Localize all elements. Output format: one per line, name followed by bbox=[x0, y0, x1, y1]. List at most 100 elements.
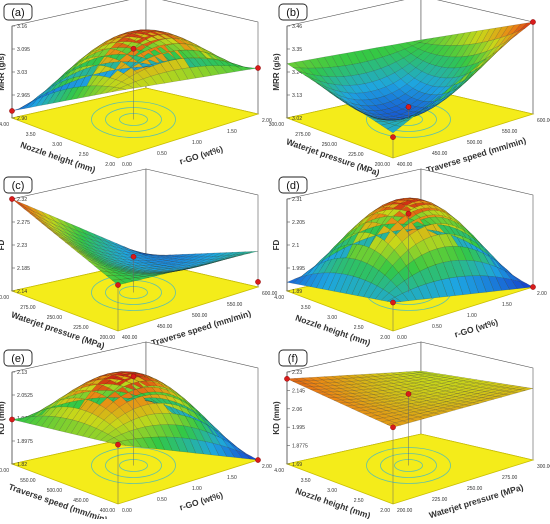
z-tick-label: 1.8975 bbox=[17, 439, 33, 445]
design-point bbox=[115, 282, 120, 287]
y-tick-label: 1.00 bbox=[192, 486, 202, 492]
y-tick-label: 1.50 bbox=[227, 475, 237, 481]
panel-label-text: (e) bbox=[11, 353, 24, 365]
y-tick-label: 275.00 bbox=[502, 475, 518, 481]
z-tick-label: 3.095 bbox=[17, 47, 30, 53]
z-tick-label: 3.03 bbox=[17, 70, 27, 76]
y-tick-label: 550.00 bbox=[502, 129, 518, 135]
x-tick-label: 3.50 bbox=[301, 305, 311, 311]
panel-f: 1.691.87751.9952.062.1452.234.003.503.00… bbox=[272, 342, 550, 519]
y-tick-label: 225.00 bbox=[432, 497, 448, 503]
panel-label: (c) bbox=[4, 177, 32, 193]
x-tick-label: 600.00 bbox=[0, 468, 9, 474]
y-tick-label: 0.00 bbox=[122, 508, 132, 514]
design-point bbox=[255, 457, 260, 462]
x-tick-label: 550.00 bbox=[20, 478, 36, 484]
panel-label: (b) bbox=[279, 4, 307, 20]
y-axis-title: r-GO (wt%) bbox=[178, 490, 224, 513]
x-tick-label: 2.00 bbox=[380, 335, 390, 341]
panel-a: 2.90 2.965 3.03 3.095 3.16 4.00 3.50 3.00 2.50 2.… bbox=[0, 0, 272, 175]
z-tick-label: 2.23 bbox=[17, 243, 27, 249]
design-point bbox=[284, 376, 289, 381]
y-tick-label: 200.00 bbox=[397, 508, 413, 514]
design-point bbox=[390, 425, 395, 430]
x-tick-label: 4.00 bbox=[274, 295, 284, 301]
x-tick-label: 2.50 bbox=[354, 325, 364, 331]
z-tick-label: 1.89 bbox=[292, 289, 302, 295]
z-axis-title: FD bbox=[0, 239, 6, 250]
y-tick-label: 400.00 bbox=[397, 162, 413, 168]
y-tick-label: 1.50 bbox=[502, 302, 512, 308]
z-tick-label: 3.02 bbox=[292, 116, 302, 122]
x-tick-label: 3.50 bbox=[26, 132, 36, 138]
z-tick-label: 3.13 bbox=[292, 93, 302, 99]
x-tick-label: 2.50 bbox=[79, 152, 89, 158]
design-point bbox=[131, 254, 136, 259]
panel-d: 1.891.9952.12.2052.314.003.503.002.502.0… bbox=[272, 169, 547, 348]
z-axis-title: MRR (g/s) bbox=[272, 53, 281, 91]
design-point bbox=[9, 196, 14, 201]
y-axis-title: r-GO (wt%) bbox=[178, 144, 224, 167]
y-tick-label: 0.00 bbox=[397, 335, 407, 341]
z-axis-title: KD (mm) bbox=[0, 401, 6, 435]
panel-label: (e) bbox=[4, 350, 32, 366]
panel-label-text: (a) bbox=[11, 7, 24, 19]
y-axis-title: r-GO (wt%) bbox=[453, 317, 499, 340]
x-tick-label: 275.00 bbox=[20, 305, 36, 311]
panel-c: 2.142.1852.232.2752.32300.00275.00250.00… bbox=[0, 169, 278, 351]
z-axis-title: MRR (g/s) bbox=[0, 53, 6, 91]
design-point bbox=[390, 134, 395, 139]
design-point bbox=[255, 279, 260, 284]
x-tick-label: 3.00 bbox=[52, 142, 62, 148]
z-tick-label: 1.995 bbox=[292, 425, 305, 431]
y-tick-label: 500.00 bbox=[467, 140, 483, 146]
z-tick-label: 2.185 bbox=[17, 266, 30, 272]
z-tick-label: 3.46 bbox=[292, 24, 302, 30]
z-tick-label: 2.205 bbox=[292, 220, 305, 226]
z-tick-label: 3.35 bbox=[292, 47, 302, 53]
z-tick-label: 2.14 bbox=[17, 289, 27, 295]
z-tick-label: 2.23 bbox=[292, 370, 302, 376]
design-point bbox=[406, 211, 411, 216]
z-tick-label: 2.275 bbox=[17, 220, 30, 226]
design-point bbox=[530, 284, 535, 289]
x-tick-label: 2.00 bbox=[105, 162, 115, 168]
x-tick-label: 500.00 bbox=[47, 488, 63, 494]
y-tick-label: 600.00 bbox=[537, 118, 550, 124]
design-point bbox=[530, 19, 535, 24]
z-tick-label: 2.145 bbox=[292, 388, 305, 394]
panel-label-text: (f) bbox=[288, 353, 298, 365]
x-tick-label: 3.50 bbox=[301, 478, 311, 484]
design-point bbox=[9, 417, 14, 422]
x-tick-label: 300.00 bbox=[0, 295, 9, 301]
y-tick-label: 1.00 bbox=[467, 313, 477, 319]
panel-label: (a) bbox=[4, 4, 32, 20]
z-tick-label: 1.82 bbox=[17, 462, 27, 468]
z-tick-label: 3.16 bbox=[17, 24, 27, 30]
z-tick-label: 2.0525 bbox=[17, 393, 33, 399]
x-tick-label: 4.00 bbox=[0, 122, 9, 128]
x-tick-label: 250.00 bbox=[47, 315, 63, 321]
design-point bbox=[115, 442, 120, 447]
z-tick-label: 2.90 bbox=[17, 116, 27, 122]
x-tick-label: 275.00 bbox=[295, 132, 311, 138]
x-tick-label: 4.00 bbox=[274, 468, 284, 474]
y-tick-label: 450.00 bbox=[432, 151, 448, 157]
z-tick-label: 2.1 bbox=[292, 243, 299, 249]
y-tick-label: 1.50 bbox=[227, 129, 237, 135]
y-tick-label: 400.00 bbox=[122, 335, 138, 341]
y-tick-label: 550.00 bbox=[227, 302, 243, 308]
panel-label: (f) bbox=[279, 350, 307, 366]
y-tick-label: 2.00 bbox=[537, 291, 547, 297]
y-tick-label: 300.00 bbox=[537, 464, 550, 470]
y-tick-label: 250.00 bbox=[467, 486, 483, 492]
design-point bbox=[131, 374, 136, 379]
y-tick-label: 0.50 bbox=[432, 324, 442, 330]
z-tick-label: 1.69 bbox=[292, 462, 302, 468]
z-tick-label: 1.8775 bbox=[292, 444, 308, 450]
design-point bbox=[131, 46, 136, 51]
panel-label: (d) bbox=[279, 177, 307, 193]
y-tick-label: 500.00 bbox=[192, 313, 208, 319]
z-tick-label: 2.965 bbox=[17, 93, 30, 99]
